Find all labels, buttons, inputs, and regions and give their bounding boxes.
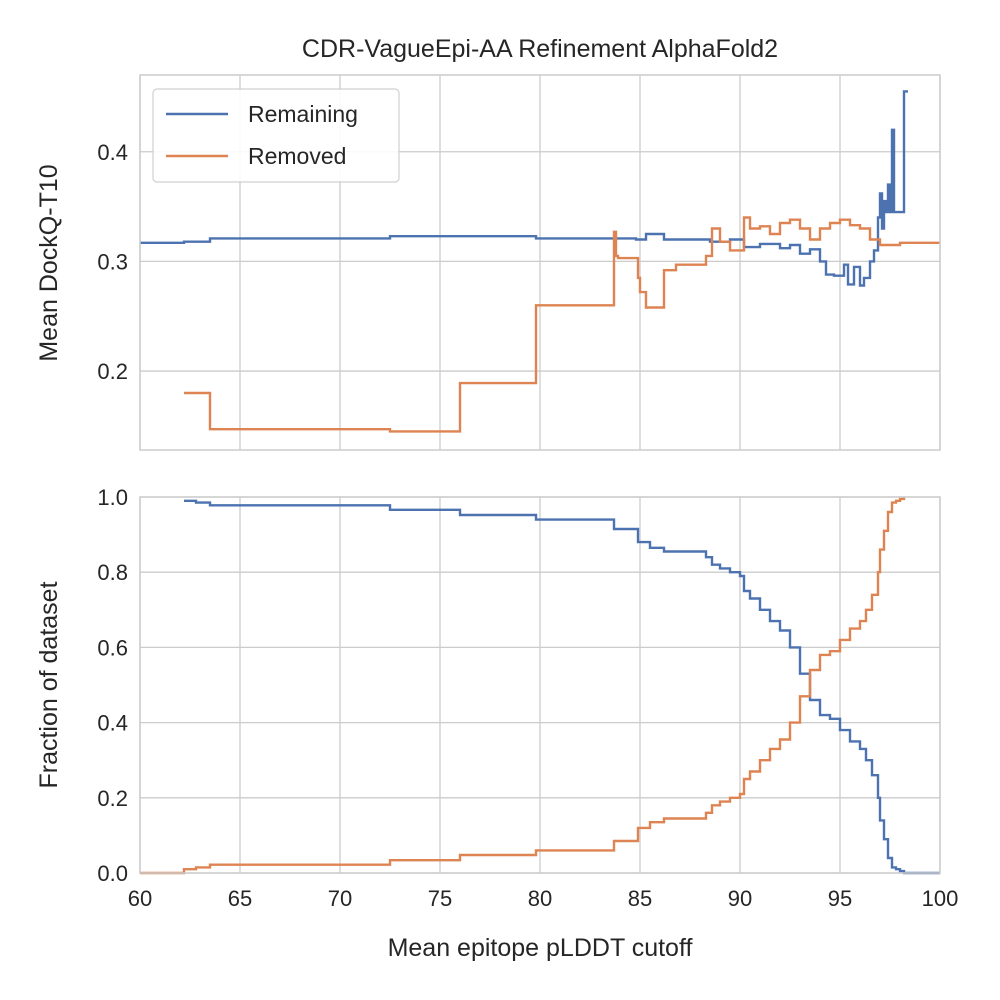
bottom-y-axis-label: Fraction of dataset	[35, 581, 63, 788]
legend-box	[152, 88, 400, 183]
top-y-tick-label: 0.4	[97, 140, 128, 165]
bottom-x-tick-label: 80	[528, 886, 552, 911]
bottom-y-tick-label: 1.0	[97, 485, 128, 510]
bottom-x-tick-label: 90	[728, 886, 752, 911]
bottom-series-line-removed	[140, 497, 906, 875]
legend: Remaining Removed	[152, 88, 400, 183]
bottom-series-line-remaining	[184, 499, 940, 875]
bottom-x-tick-label: 65	[228, 886, 252, 911]
chart-title: CDR-VagueEpi-AA Refinement AlphaFold2	[302, 35, 778, 63]
top-y-axis-label: Mean DockQ-T10	[35, 164, 63, 361]
bottom-y-tick-label: 0.2	[97, 786, 128, 811]
bottom-axes-frame	[139, 496, 941, 874]
top-axes-frame	[139, 74, 941, 451]
bottom-y-tick-label: 0.6	[97, 635, 128, 660]
bottom-x-tick-label: 75	[428, 886, 452, 911]
legend-label-removed: Removed	[248, 143, 346, 169]
bottom-x-tick-label: 95	[828, 886, 852, 911]
bottom-y-tick-label: 0.8	[97, 560, 128, 585]
x-axis-label: Mean epitope pLDDT cutoff	[388, 934, 693, 962]
bottom-x-tick-label: 60	[128, 886, 152, 911]
bottom-y-tick-label: 0.4	[97, 711, 128, 736]
legend-label-remaining: Remaining	[248, 101, 358, 127]
top-series-line-remaining	[140, 90, 908, 287]
bottom-x-tick-label: 100	[922, 886, 959, 911]
bottom-y-tick-label: 0.0	[97, 861, 128, 886]
top-y-tick-label: 0.2	[97, 359, 128, 384]
top-series-line-removed	[184, 216, 940, 433]
bottom-x-tick-label: 85	[628, 886, 652, 911]
top-y-tick-label: 0.3	[97, 249, 128, 274]
bottom-panel: 0.0 0.2 0.4 0.6 0.8 1.0 60 65 70 75 80 85 90 95 100	[97, 485, 958, 911]
bottom-x-tick-label: 70	[328, 886, 352, 911]
